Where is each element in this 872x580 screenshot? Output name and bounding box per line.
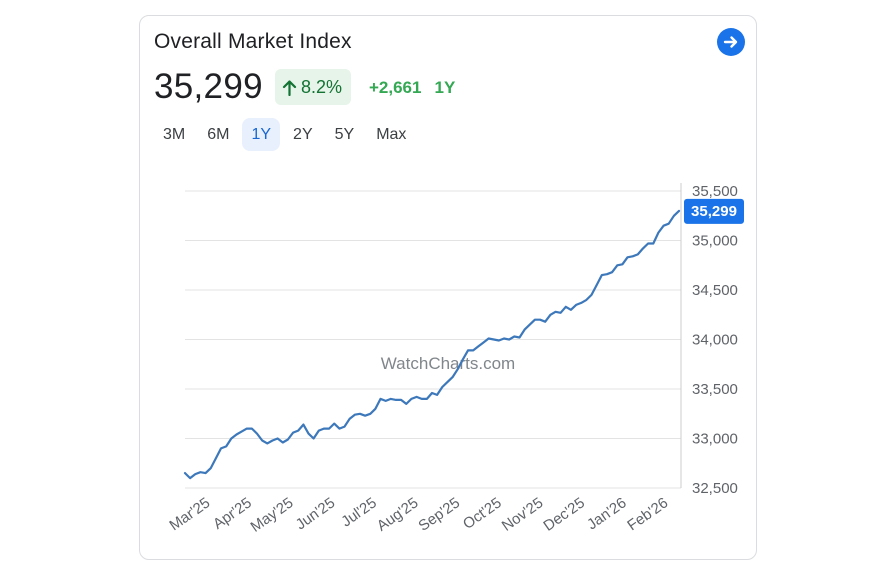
range-6m-button[interactable]: 6M [207, 125, 230, 143]
card-title: Overall Market Index [154, 30, 352, 53]
absolute-change-value: +2,661 [369, 78, 422, 97]
current-value-tag [684, 198, 744, 224]
y-tick-label: 35,500 [692, 183, 738, 200]
x-tick-label: Jul'25 [338, 494, 379, 530]
current-price: 35,299 [154, 67, 263, 106]
x-tick-label: Oct'25 [460, 494, 505, 533]
x-tick-label: May'25 [248, 494, 297, 535]
x-tick-label: Jun'25 [293, 494, 339, 533]
y-tick-label: 35,000 [692, 233, 738, 250]
change-period: 1Y [434, 78, 456, 97]
x-tick-label: Jan'26 [584, 494, 630, 533]
watermark: WatchCharts.com [381, 354, 515, 373]
arrow-right-icon [723, 36, 738, 48]
y-tick-label: 33,500 [692, 381, 738, 398]
open-details-button[interactable] [717, 28, 745, 56]
range-3m-button[interactable]: 3M [163, 125, 186, 143]
percent-change-badge: 8.2% [275, 69, 352, 105]
market-index-card: Overall Market Index 35,299 8.2% +2,661 … [139, 15, 757, 560]
absolute-change: +2,661 1Y [369, 78, 455, 98]
y-tick-label: 32,500 [692, 480, 738, 497]
series-line [183, 209, 681, 480]
y-tick-label: 34,500 [692, 282, 738, 299]
arrow-up-icon [282, 79, 297, 96]
range-max-button[interactable]: Max [376, 125, 407, 143]
range-selector: 3M 6M 1Y 2Y 5Y Max [154, 118, 415, 151]
current-value-label: 35,299 [691, 203, 737, 220]
y-tick-label: 33,000 [692, 431, 738, 448]
range-1y-button[interactable]: 1Y [242, 118, 281, 151]
x-tick-label: Nov'25 [499, 494, 547, 534]
percent-change-value: 8.2% [301, 76, 343, 97]
range-2y-button[interactable]: 2Y [293, 125, 313, 143]
x-tick-label: Aug'25 [374, 494, 422, 534]
x-tick-label: Mar'25 [166, 494, 213, 534]
range-5y-button[interactable]: 5Y [334, 125, 355, 143]
x-tick-label: Sep'25 [415, 494, 463, 534]
x-tick-label: Dec'25 [540, 494, 588, 534]
x-tick-label: Feb'26 [624, 494, 671, 534]
y-tick-label: 34,000 [692, 332, 738, 349]
x-tick-label: Apr'25 [210, 494, 255, 533]
